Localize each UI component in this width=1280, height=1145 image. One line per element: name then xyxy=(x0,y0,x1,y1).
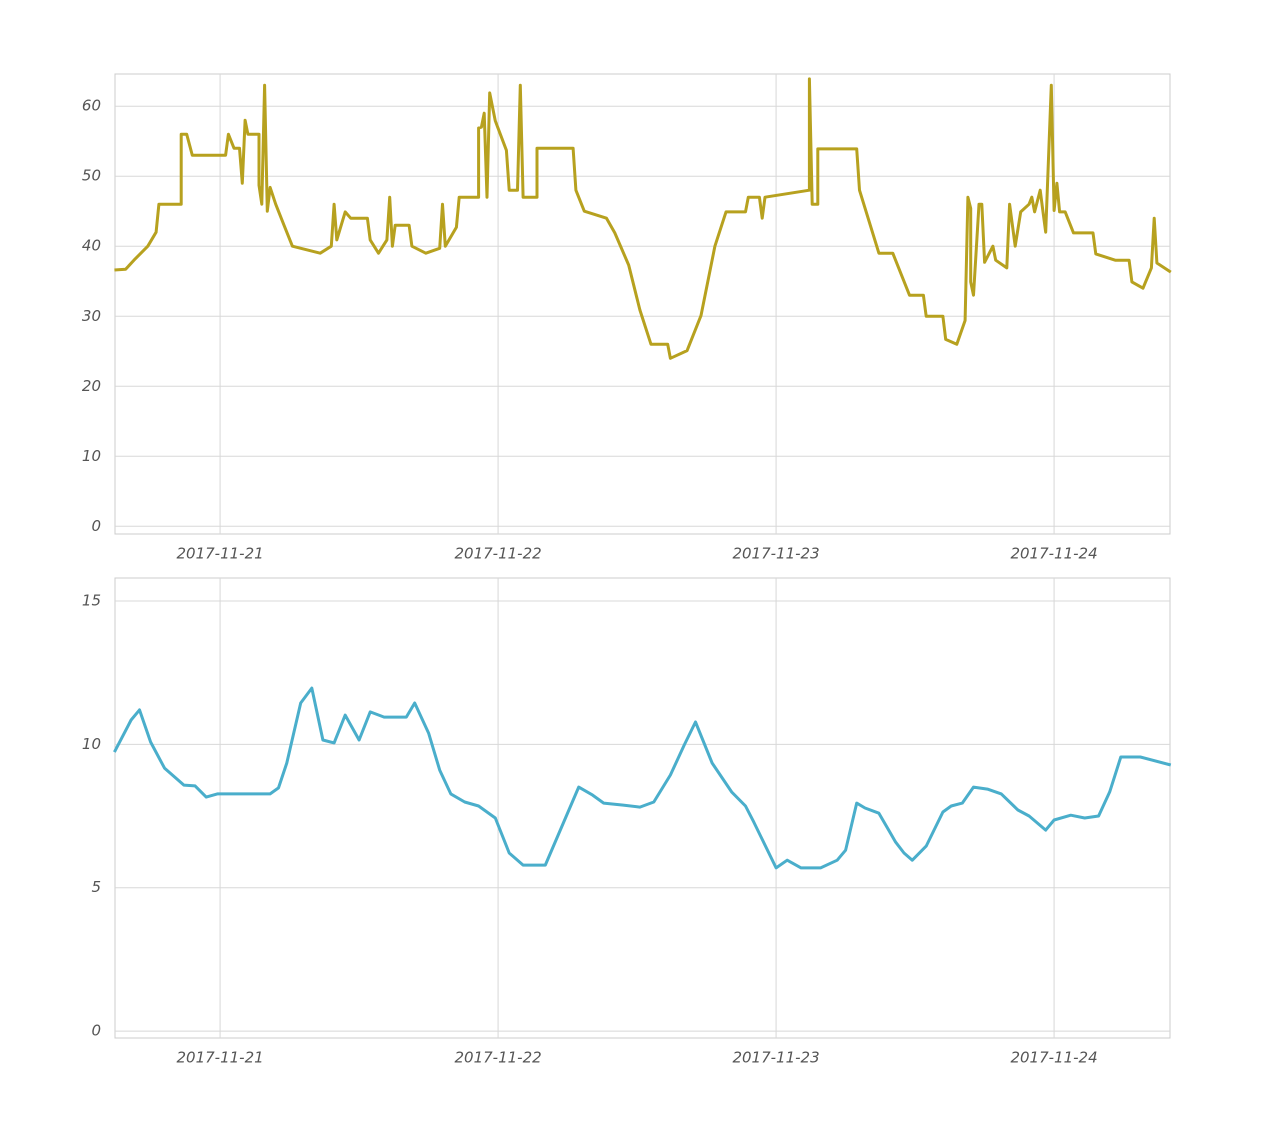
x-tick-label: 2017-11-22 xyxy=(454,1049,541,1067)
plot-area xyxy=(114,577,1171,1039)
x-tick-label: 2017-11-21 xyxy=(176,1049,263,1067)
y-tick-label: 60 xyxy=(82,97,101,115)
data-line xyxy=(114,77,1172,360)
y-tick-label: 0 xyxy=(91,1022,101,1040)
y-tick-label: 50 xyxy=(82,167,101,185)
y-tick-label: 0 xyxy=(91,517,101,535)
x-tick-label: 2017-11-21 xyxy=(176,545,263,563)
y-tick-label: 30 xyxy=(82,307,101,325)
x-tick-label: 2017-11-23 xyxy=(732,545,819,563)
y-tick-label: 10 xyxy=(82,735,101,753)
y-tick-label: 40 xyxy=(82,237,101,255)
y-tick-label: 5 xyxy=(91,878,101,896)
x-tick-label: 2017-11-24 xyxy=(1010,545,1097,563)
y-tick-label: 20 xyxy=(82,377,101,395)
plot-area xyxy=(114,73,1171,535)
y-tick-label: 10 xyxy=(82,447,101,465)
y-tick-label: 15 xyxy=(82,591,101,609)
x-tick-label: 2017-11-23 xyxy=(732,1049,819,1067)
data-line xyxy=(113,686,1172,870)
x-tick-label: 2017-11-24 xyxy=(1010,1049,1097,1067)
x-tick-label: 2017-11-22 xyxy=(454,545,541,563)
